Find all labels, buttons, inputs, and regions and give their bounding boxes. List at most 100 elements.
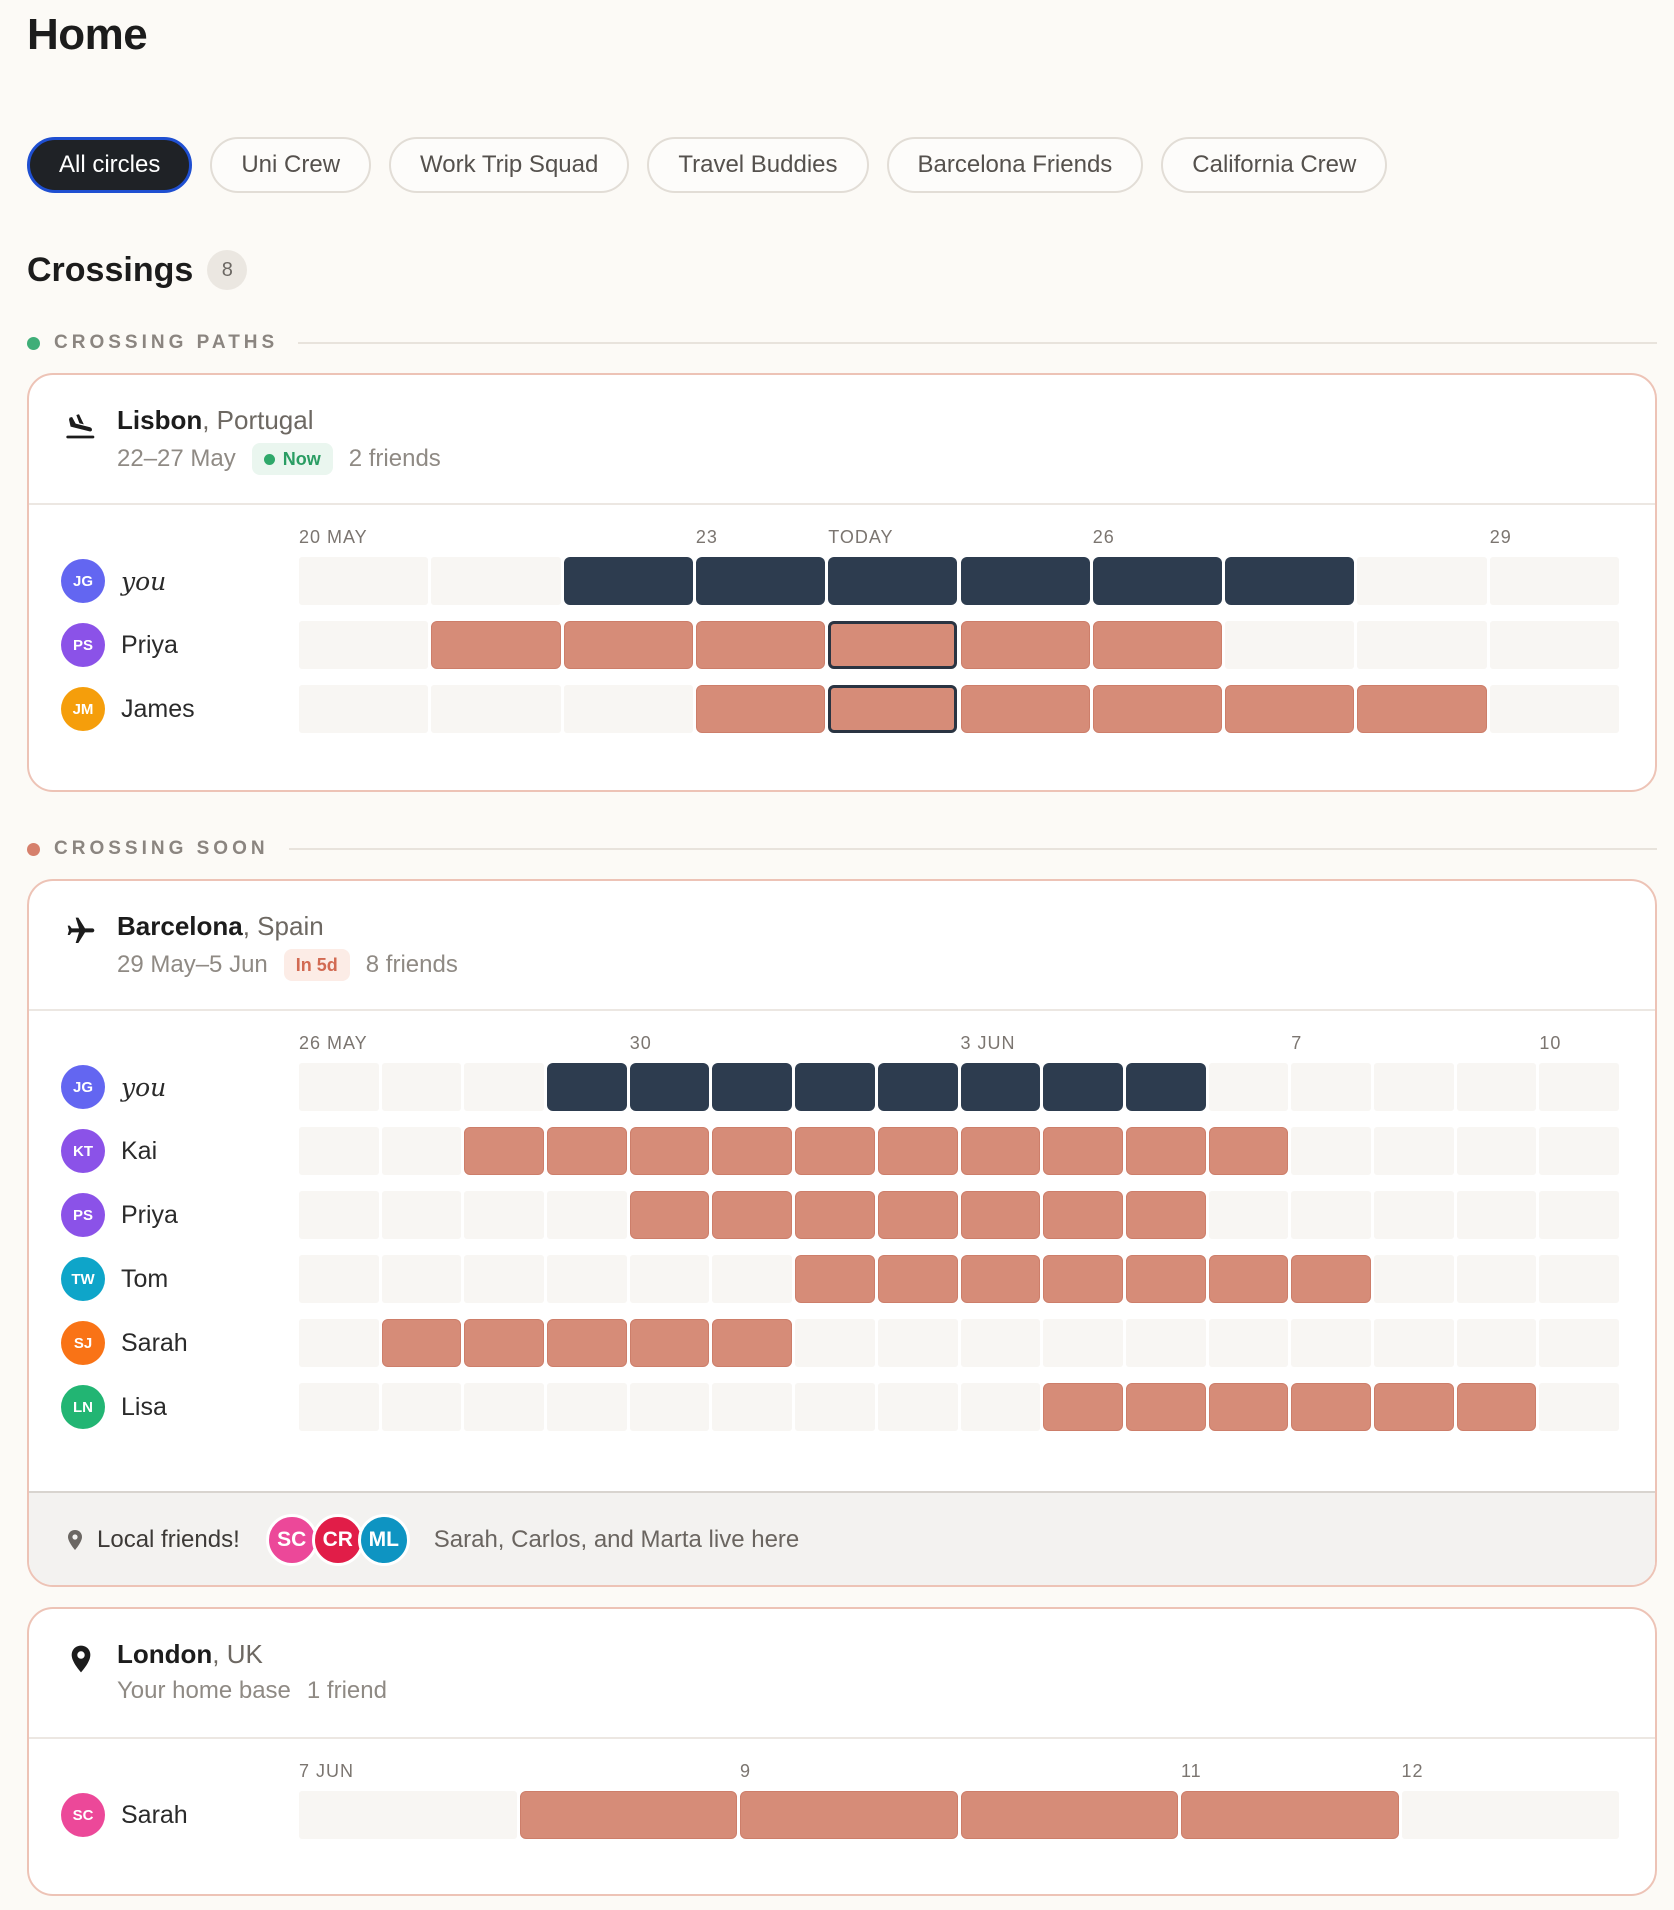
timeline-day-friend[interactable] (795, 1127, 875, 1175)
trip-card-lisbon[interactable]: Lisbon, Portugal 22–27 May Now 2 friends… (27, 373, 1657, 792)
timeline-day-friend[interactable] (1456, 1383, 1537, 1431)
timeline-day-friend[interactable] (563, 621, 693, 669)
timeline-day-you[interactable] (1043, 1063, 1123, 1111)
timeline-day-friend[interactable] (431, 621, 561, 669)
timeline-day-empty (1291, 1063, 1371, 1111)
timeline-day-friend[interactable] (1125, 1191, 1206, 1239)
avatar[interactable]: SC (265, 1514, 318, 1566)
local-friends-bar[interactable]: Local friends! SC CR ML Sarah, Carlos, a… (29, 1491, 1655, 1585)
timeline-day-friend[interactable] (795, 1255, 875, 1303)
timeline-day-today[interactable] (828, 685, 958, 733)
timeline-day-friend[interactable] (795, 1191, 875, 1239)
timeline-day-you[interactable] (795, 1063, 875, 1111)
timeline-day-friend[interactable] (1373, 1383, 1454, 1431)
chip-barcelona-friends[interactable]: Barcelona Friends (886, 137, 1144, 193)
timeline-day-friend[interactable] (1043, 1255, 1123, 1303)
timeline-day-friend[interactable] (695, 621, 826, 669)
chip-all-circles[interactable]: All circles (27, 137, 193, 193)
person-row[interactable]: SC Sarah (61, 1792, 188, 1838)
timeline-day-friend[interactable] (1125, 1127, 1206, 1175)
person-row[interactable]: LN Lisa (61, 1384, 167, 1430)
timeline-day-you[interactable] (828, 557, 958, 605)
trip-card-london[interactable]: London, UK Your home base 1 friend 7 JUN… (27, 1607, 1657, 1896)
chip-travel-buddies[interactable]: Travel Buddies (647, 137, 869, 193)
timeline-day-friend[interactable] (629, 1319, 710, 1367)
timeline-day-friend[interactable] (960, 1127, 1041, 1175)
timeline-day-friend[interactable] (877, 1127, 958, 1175)
timeline-day-friend[interactable] (1043, 1383, 1123, 1431)
chip-california-crew[interactable]: California Crew (1161, 137, 1388, 193)
timeline-day-friend[interactable] (960, 621, 1090, 669)
timeline-day-friend[interactable] (381, 1319, 462, 1367)
timeline-day-empty (877, 1383, 958, 1431)
timeline-day-you[interactable] (877, 1063, 958, 1111)
timeline-day-friend[interactable] (629, 1191, 710, 1239)
timeline-day-friend[interactable] (1181, 1791, 1399, 1839)
timeline-day-friend[interactable] (1208, 1127, 1289, 1175)
timeline-day-friend[interactable] (960, 1191, 1041, 1239)
timeline-day-friend[interactable] (464, 1127, 545, 1175)
timeline-day-friend[interactable] (1291, 1255, 1371, 1303)
timeline-day-empty (299, 1791, 517, 1839)
timeline-day-friend[interactable] (877, 1255, 958, 1303)
timeline-day-you[interactable] (1125, 1063, 1206, 1111)
timeline-day-you[interactable] (695, 557, 826, 605)
timeline-day-empty (464, 1063, 545, 1111)
trip-location: London, UK (117, 1639, 263, 1670)
timeline-day-today[interactable] (828, 621, 958, 669)
timeline-day-friend[interactable] (695, 685, 826, 733)
timeline-day-friend[interactable] (519, 1791, 737, 1839)
crossings-title: Crossings (27, 250, 194, 289)
chip-uni-crew[interactable]: Uni Crew (210, 137, 372, 193)
person-name: you (121, 566, 167, 596)
timeline-day-friend[interactable] (712, 1191, 793, 1239)
timeline-day-friend[interactable] (960, 685, 1090, 733)
person-row[interactable]: PS Priya (61, 1192, 178, 1238)
timeline-day-friend[interactable] (547, 1319, 627, 1367)
timeline-day-friend[interactable] (1208, 1255, 1289, 1303)
person-row[interactable]: JM James (61, 686, 195, 732)
timeline-day-you[interactable] (712, 1063, 793, 1111)
timeline-day-friend[interactable] (1043, 1127, 1123, 1175)
timeline-day-you[interactable] (1092, 557, 1223, 605)
timeline-day-friend[interactable] (740, 1791, 958, 1839)
timeline-day-you[interactable] (563, 557, 693, 605)
timeline-day-friend[interactable] (1092, 621, 1223, 669)
timeline-day-you[interactable] (960, 557, 1090, 605)
person-row-you[interactable]: JG you (61, 558, 166, 604)
person-row[interactable]: SJ Sarah (61, 1320, 188, 1366)
timeline-day-friend[interactable] (1291, 1383, 1371, 1431)
timeline-day-friend[interactable] (1043, 1191, 1123, 1239)
timeline-day-friend[interactable] (1225, 685, 1355, 733)
timeline-day-you[interactable] (629, 1063, 710, 1111)
timeline-day-you[interactable] (547, 1063, 627, 1111)
timeline-day-friend[interactable] (464, 1319, 545, 1367)
timeline-day-friend[interactable] (1125, 1383, 1206, 1431)
trip-card-barcelona[interactable]: Barcelona, Spain 29 May–5 Jun In 5d 8 fr… (27, 879, 1657, 1587)
timeline-date-label: 30 (629, 1033, 652, 1053)
status-badge: In 5d (283, 949, 350, 981)
person-row-you[interactable]: JG you (61, 1064, 166, 1110)
timeline-day-friend[interactable] (960, 1791, 1178, 1839)
timeline-day-friend[interactable] (1092, 685, 1223, 733)
timeline-day-friend[interactable] (877, 1191, 958, 1239)
status-badge: Now (251, 443, 333, 475)
timeline-day-friend[interactable] (712, 1319, 793, 1367)
avatar[interactable]: ML (357, 1514, 410, 1566)
timeline-day-you[interactable] (960, 1063, 1041, 1111)
timeline-day-friend[interactable] (712, 1127, 793, 1175)
timeline-day-friend[interactable] (960, 1255, 1041, 1303)
timeline-day-friend[interactable] (1208, 1383, 1289, 1431)
person-row[interactable]: KT Kai (61, 1128, 157, 1174)
person-name: Sarah (121, 1800, 188, 1829)
timeline-date-label: 29 (1489, 527, 1512, 547)
timeline-day-friend[interactable] (1125, 1255, 1206, 1303)
timeline-day-you[interactable] (1225, 557, 1355, 605)
person-row[interactable]: TW Tom (61, 1256, 168, 1302)
timeline-day-friend[interactable] (547, 1127, 627, 1175)
timeline-day-friend[interactable] (629, 1127, 710, 1175)
timeline-day-friend[interactable] (1357, 685, 1487, 733)
avatar[interactable]: CR (311, 1514, 364, 1566)
chip-work-trip-squad[interactable]: Work Trip Squad (389, 137, 630, 193)
person-row[interactable]: PS Priya (61, 622, 178, 668)
